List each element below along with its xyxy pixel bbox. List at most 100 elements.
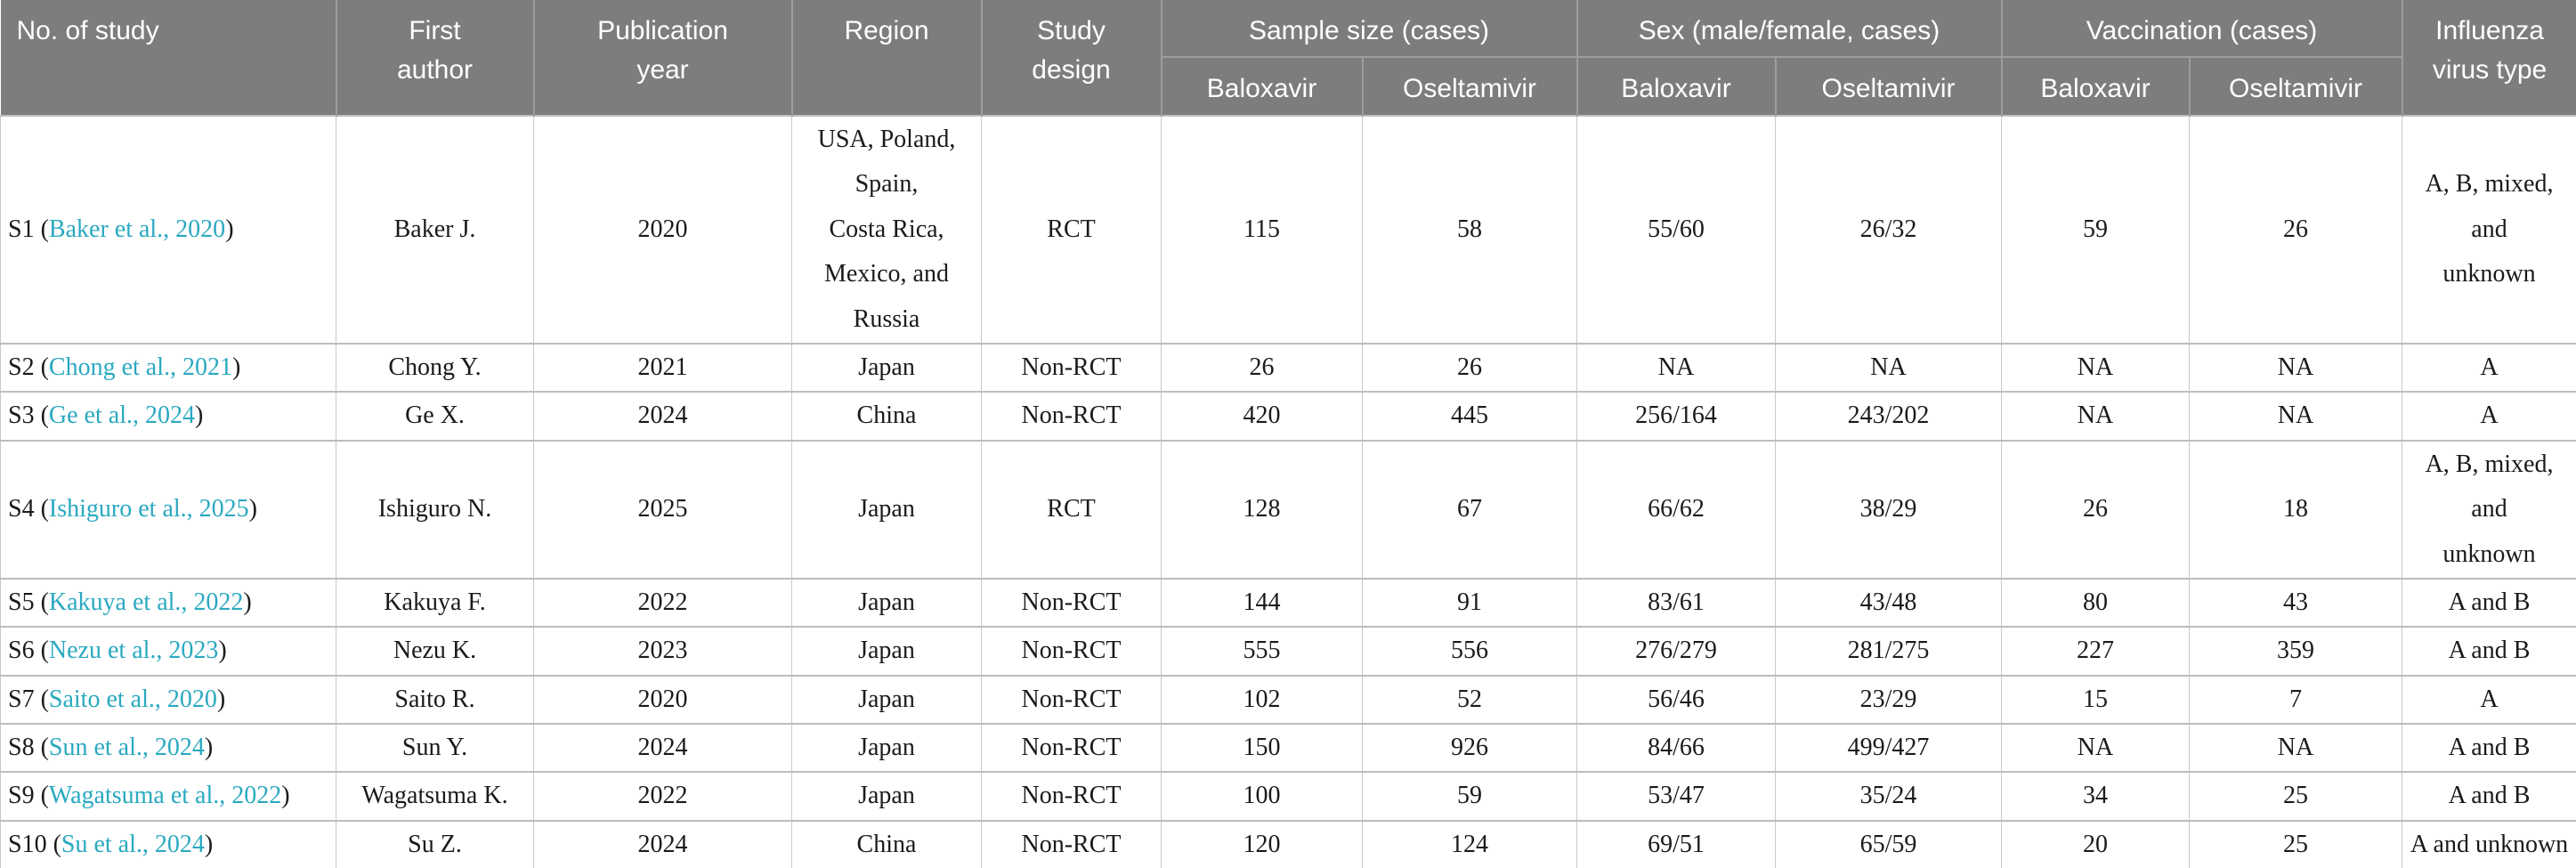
sample-size-oseltamivir-cell: 124 <box>1362 819 1577 868</box>
sample-size-baloxavir-cell: 100 <box>1161 771 1363 822</box>
study-id: S6 ( <box>8 637 49 665</box>
col-header-no-of-study: No. of study <box>0 0 337 116</box>
sample-size-oseltamivir-cell: 26 <box>1362 342 1577 393</box>
study-suffix: ) <box>248 495 257 523</box>
study-id: S9 ( <box>8 782 49 810</box>
citation-link[interactable]: Kakuya et al., 2022 <box>48 588 244 616</box>
vaccination-baloxavir-cell: 59 <box>2001 115 2191 345</box>
sample-size-oseltamivir-cell: 52 <box>1362 674 1577 726</box>
first-author-cell: Baker J. <box>336 115 534 345</box>
table-row: S2 (Chong et al., 2021) Chong Y. 2021 Ja… <box>0 342 2576 393</box>
study-cell: S5 (Kakuya et al., 2022) <box>0 577 336 629</box>
table-row: S8 (Sun et al., 2024) Sun Y. 2024 Japan … <box>0 723 2576 774</box>
influenza-virus-type-cell: A and B <box>2402 577 2576 629</box>
sex-baloxavir-cell: 56/46 <box>1576 674 1776 726</box>
sex-oseltamivir-cell: 43/48 <box>1774 577 2003 629</box>
study-id: S8 ( <box>8 734 49 762</box>
study-id: S4 ( <box>8 495 49 523</box>
influenza-virus-type-cell: A, B, mixed, and unknown <box>2402 115 2576 345</box>
group-header-vaccination: Vaccination (cases) <box>2001 0 2403 57</box>
sex-baloxavir-cell: 276/279 <box>1576 626 1776 677</box>
vaccination-oseltamivir-cell: 25 <box>2189 819 2403 868</box>
study-suffix: ) <box>218 637 227 665</box>
sub-header-sex-baloxavir: Baloxavir <box>1576 56 1777 116</box>
sample-size-baloxavir-cell: 120 <box>1161 819 1363 868</box>
influenza-virus-type-cell: A, B, mixed, and unknown <box>2402 439 2576 580</box>
sample-size-baloxavir-cell: 420 <box>1161 391 1363 442</box>
citation-link[interactable]: Saito et al., 2020 <box>48 685 217 713</box>
influenza-virus-type-cell: A and B <box>2402 723 2576 774</box>
citation-link[interactable]: Su et al., 2024 <box>61 830 205 858</box>
sample-size-baloxavir-cell: 115 <box>1161 115 1363 345</box>
first-author-cell: Su Z. <box>336 819 534 868</box>
table-row: S4 (Ishiguro et al., 2025) Ishiguro N. 2… <box>0 439 2576 580</box>
col-header-influenza-virus-type: Influenza virus type <box>2402 0 2576 116</box>
sex-oseltamivir-cell: NA <box>1774 342 2003 393</box>
table-row: S6 (Nezu et al., 2023) Nezu K. 2023 Japa… <box>0 626 2576 677</box>
sub-header-vaccination-oseltamivir: Oseltamivir <box>2189 56 2403 116</box>
influenza-virus-type-cell: A <box>2402 674 2576 726</box>
study-design-cell: Non-RCT <box>981 626 1162 677</box>
col-header-publication-year: Publication year <box>533 0 793 116</box>
citation-link[interactable]: Ishiguro et al., 2025 <box>48 495 249 523</box>
vaccination-oseltamivir-cell: NA <box>2189 723 2403 774</box>
study-suffix: ) <box>281 782 290 810</box>
sex-oseltamivir-cell: 243/202 <box>1774 391 2003 442</box>
sex-oseltamivir-cell: 281/275 <box>1774 626 2003 677</box>
study-design-cell: Non-RCT <box>981 342 1162 393</box>
table-row: S7 (Saito et al., 2020) Saito R. 2020 Ja… <box>0 674 2576 726</box>
sex-baloxavir-cell: NA <box>1576 342 1776 393</box>
vaccination-baloxavir-cell: 20 <box>2001 819 2191 868</box>
first-author-cell: Nezu K. <box>336 626 534 677</box>
study-design-cell: Non-RCT <box>981 391 1162 442</box>
first-author-cell: Ishiguro N. <box>336 439 534 580</box>
citation-link[interactable]: Wagatsuma et al., 2022 <box>48 782 282 810</box>
study-suffix: ) <box>194 402 204 430</box>
sample-size-oseltamivir-cell: 556 <box>1362 626 1577 677</box>
sub-header-sample-baloxavir: Baloxavir <box>1161 56 1364 116</box>
region-cell: Japan <box>791 342 982 393</box>
table-body: S1 (Baker et al., 2020) Baker J. 2020 US… <box>0 115 2576 868</box>
study-cell: S10 (Su et al., 2024) <box>0 819 336 868</box>
study-cell: S8 (Sun et al., 2024) <box>0 723 336 774</box>
citation-link[interactable]: Baker et al., 2020 <box>48 215 226 243</box>
sample-size-baloxavir-cell: 128 <box>1161 439 1363 580</box>
region-cell: China <box>791 819 982 868</box>
vaccination-oseltamivir-cell: 359 <box>2189 626 2403 677</box>
first-author-cell: Ge X. <box>336 391 534 442</box>
influenza-virus-type-cell: A and unknown <box>2402 819 2576 868</box>
citation-link[interactable]: Nezu et al., 2023 <box>48 637 219 665</box>
study-cell: S1 (Baker et al., 2020) <box>0 115 336 345</box>
publication-year-cell: 2022 <box>533 577 792 629</box>
sub-header-vaccination-baloxavir: Baloxavir <box>2001 56 2191 116</box>
study-design-cell: RCT <box>981 439 1162 580</box>
region-cell: Japan <box>791 439 982 580</box>
vaccination-baloxavir-cell: 80 <box>2001 577 2191 629</box>
vaccination-baloxavir-cell: 227 <box>2001 626 2191 677</box>
sex-oseltamivir-cell: 65/59 <box>1774 819 2003 868</box>
sample-size-oseltamivir-cell: 58 <box>1362 115 1577 345</box>
col-header-study-design: Study design <box>981 0 1162 116</box>
influenza-virus-type-cell: A and B <box>2402 771 2576 822</box>
citation-link[interactable]: Sun et al., 2024 <box>48 734 205 762</box>
first-author-cell: Saito R. <box>336 674 534 726</box>
sex-baloxavir-cell: 69/51 <box>1576 819 1776 868</box>
group-header-sample-size: Sample size (cases) <box>1161 0 1578 57</box>
table-row: S3 (Ge et al., 2024) Ge X. 2024 China No… <box>0 391 2576 442</box>
publication-year-cell: 2021 <box>533 342 792 393</box>
citation-link[interactable]: Ge et al., 2024 <box>48 402 195 430</box>
vaccination-baloxavir-cell: 34 <box>2001 771 2191 822</box>
sex-baloxavir-cell: 84/66 <box>1576 723 1776 774</box>
citation-link[interactable]: Chong et al., 2021 <box>48 353 232 381</box>
study-design-cell: Non-RCT <box>981 771 1162 822</box>
study-cell: S7 (Saito et al., 2020) <box>0 674 336 726</box>
sample-size-baloxavir-cell: 26 <box>1161 342 1363 393</box>
table-row: S9 (Wagatsuma et al., 2022) Wagatsuma K.… <box>0 771 2576 822</box>
first-author-cell: Kakuya F. <box>336 577 534 629</box>
study-cell: S9 (Wagatsuma et al., 2022) <box>0 771 336 822</box>
study-suffix: ) <box>204 734 214 762</box>
col-header-first-author: First author <box>336 0 535 116</box>
study-id: S1 ( <box>8 215 49 243</box>
sample-size-oseltamivir-cell: 91 <box>1362 577 1577 629</box>
